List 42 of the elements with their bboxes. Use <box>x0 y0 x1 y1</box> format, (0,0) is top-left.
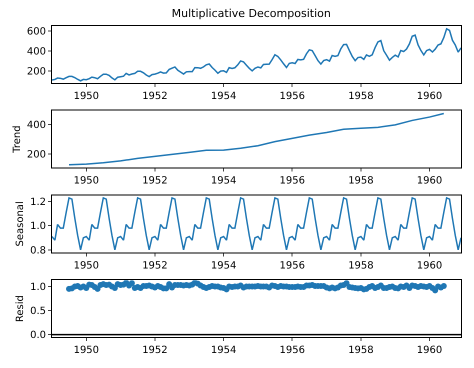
x-tick-label: 1954 <box>210 176 236 187</box>
y-tick-label: 400 <box>26 120 46 132</box>
line-series <box>52 28 461 82</box>
x-tick-label: 1952 <box>142 176 168 187</box>
x-tick-label: 1954 <box>210 260 236 272</box>
x-tick-label: 1950 <box>74 90 100 102</box>
y-tick-label: 400 <box>26 46 46 58</box>
x-tick-label: 1958 <box>348 90 374 102</box>
x-tick-label: 1950 <box>74 260 100 272</box>
y-tick-label: 200 <box>26 66 46 78</box>
y-tick-label: 0.0 <box>30 330 46 342</box>
y-axis-title: Trend <box>12 125 23 154</box>
x-tick-label: 1952 <box>142 345 168 356</box>
x-tick-label: 1952 <box>142 90 168 102</box>
line-series <box>68 112 445 166</box>
x-tick-label: 1952 <box>142 260 168 272</box>
y-tick-label: 600 <box>26 26 46 38</box>
x-tick-label: 1958 <box>348 345 374 356</box>
x-tick-label: 1956 <box>279 176 305 187</box>
y-tick-label: 1.2 <box>30 197 46 208</box>
x-tick-label: 1958 <box>348 260 374 272</box>
x-tick-label: 1960 <box>416 176 442 187</box>
y-tick-label: 0.8 <box>30 245 46 256</box>
x-tick-label: 1950 <box>74 345 100 356</box>
x-tick-label: 1954 <box>210 345 236 356</box>
x-tick-label: 1960 <box>416 90 442 102</box>
x-tick-label: 1958 <box>348 176 374 187</box>
x-tick-label: 1954 <box>210 90 236 102</box>
y-tick-label: 1.0 <box>30 221 46 232</box>
y-axis-title: Resid <box>15 295 26 322</box>
x-tick-label: 1960 <box>416 260 442 272</box>
y-tick-label: 200 <box>26 149 46 160</box>
y-tick-label: 0.5 <box>30 306 46 318</box>
x-tick-label: 1960 <box>416 345 442 356</box>
y-axis-title: Seasonal <box>15 201 26 246</box>
y-tick-label: 1.0 <box>30 282 46 293</box>
x-tick-label: 1956 <box>279 260 305 272</box>
x-tick-label: 1950 <box>74 176 100 187</box>
x-tick-label: 1956 <box>279 90 305 102</box>
line-series <box>52 197 461 251</box>
chart-title: Multiplicative Decomposition <box>172 6 331 20</box>
x-tick-label: 1956 <box>279 345 305 356</box>
